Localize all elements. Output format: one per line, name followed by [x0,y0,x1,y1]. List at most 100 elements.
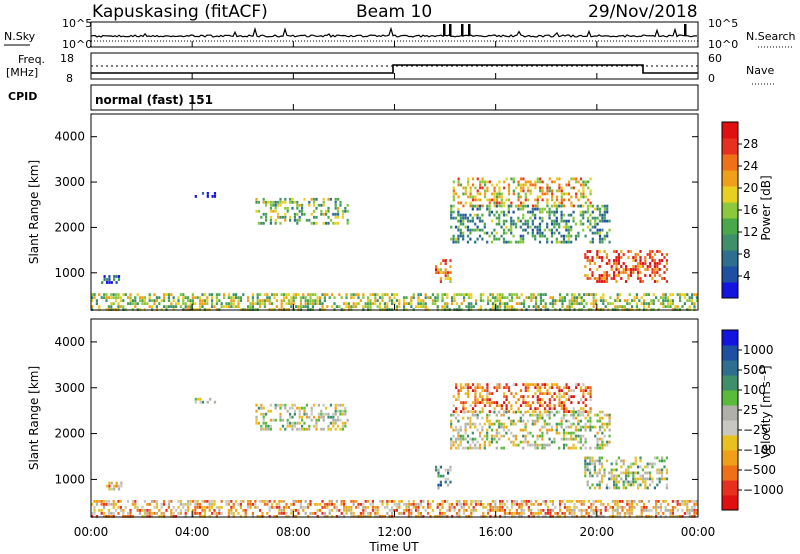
data-cell [527,198,530,202]
data-cell [315,424,318,428]
data-cell [565,228,568,232]
data-cell [486,419,489,423]
data-cell [281,403,284,407]
data-cell [115,484,118,488]
data-cell [577,198,580,202]
data-cell [589,474,592,478]
data-cell [115,296,118,299]
data-cell [329,197,332,201]
data-cell [679,296,682,299]
data-cell [388,515,391,518]
data-cell [627,468,630,472]
data-cell [596,222,599,226]
data-cell [527,189,530,193]
data-cell [532,305,535,308]
data-cell [374,299,377,302]
data-cell [98,500,101,503]
data-cell [355,302,358,305]
data-cell [580,302,583,305]
data-cell [669,515,672,518]
data-cell [563,386,566,389]
data-cell [522,383,525,386]
data-cell [367,500,370,503]
data-cell [335,509,338,512]
data-cell [124,506,127,509]
data-cell [293,200,296,204]
data-cell [602,296,605,299]
data-cell [686,509,689,512]
data-cell [155,296,158,299]
data-cell [117,278,121,281]
data-cell [589,468,592,472]
data-cell [199,506,202,509]
data-cell [265,215,268,219]
data-cell [325,212,328,216]
data-cell [560,189,563,193]
data-cell [315,421,318,425]
data-cell [469,189,472,193]
data-cell [591,204,594,208]
data-cell [357,302,360,305]
data-cell [645,506,648,509]
data-cell [127,296,130,299]
data-cell [598,428,602,432]
data-cell [464,431,467,435]
data-cell [598,274,601,277]
data-cell [546,183,549,187]
data-cell [605,256,608,259]
data-cell [544,293,547,296]
data-cell [626,500,629,503]
data-cell [615,268,618,271]
data-cell [289,421,292,425]
data-cell [237,305,240,308]
data-cell [383,305,386,308]
data-cell [410,515,413,518]
data-cell [371,503,374,506]
data-cell [117,500,120,503]
data-cell [481,213,484,217]
data-cell [502,213,506,217]
data-cell [562,237,566,241]
data-cell [534,213,537,217]
data-cell [641,474,644,478]
data-cell [503,305,506,308]
data-cell [503,386,506,389]
data-cell [658,262,661,265]
data-cell [467,195,470,199]
data-cell [262,427,265,431]
data-cell [196,506,199,509]
data-cell [561,302,564,305]
data-cell [589,262,592,265]
data-cell [558,386,561,389]
data-cell [339,200,342,204]
data-cell [580,512,583,515]
data-cell [546,413,549,417]
data-cell [538,428,542,432]
data-cell [534,410,537,413]
data-cell [467,305,470,308]
data-cell [665,262,668,265]
data-cell [337,197,340,201]
data-cell [489,515,492,518]
data-cell [450,425,453,429]
data-cell [450,443,453,447]
data-cell [338,509,341,512]
data-cell [625,480,628,484]
data-cell [441,506,444,509]
data-cell [524,404,527,407]
data-cell [436,506,439,509]
data-cell [95,500,98,503]
data-cell [560,395,563,398]
data-cell [182,506,185,509]
data-cell [570,213,573,217]
data-cell [524,383,527,386]
data-cell [319,509,322,512]
data-cell [488,207,491,211]
data-cell [550,204,554,208]
data-cell [553,440,556,444]
data-cell [237,512,240,515]
data-cell [531,213,534,217]
data-cell [503,503,506,506]
data-cell [679,293,682,296]
